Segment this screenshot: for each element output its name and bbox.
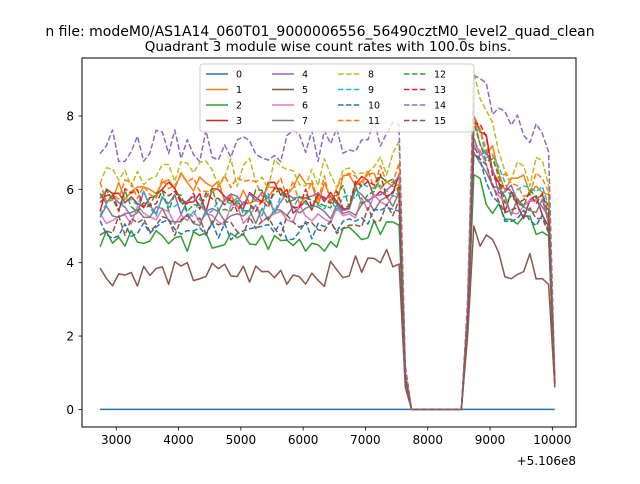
series-line-7 [99,151,556,411]
x-tick-label: 7000 [350,433,381,447]
axes-frame [81,57,577,428]
x-tick-label: 8000 [412,433,443,447]
legend-label-8: 8 [368,70,374,81]
series-line-10 [99,151,556,411]
y-tick-label: 8 [66,109,74,123]
x-tick-label: 5000 [226,433,257,447]
legend-label-13: 13 [434,85,446,96]
y-tick-label: 6 [66,183,74,197]
y-tick-label: 0 [66,403,74,417]
series-line-2 [99,173,556,411]
legend-label-0: 0 [236,70,242,81]
series-line-15 [99,144,556,411]
series-line-9 [99,128,556,411]
legend-label-14: 14 [434,101,446,112]
legend-label-2: 2 [236,101,242,112]
legend-label-1: 1 [236,85,242,96]
x-tick-label: 9000 [475,433,506,447]
chart-title: Quadrant 3 module wise count rates with … [145,39,511,55]
legend-label-5: 5 [302,85,308,96]
series-layer [99,71,556,411]
series-line-14 [99,74,556,411]
x-tick-label: 6000 [288,433,319,447]
legend-label-6: 6 [302,101,308,112]
legend-label-7: 7 [302,116,308,127]
legend-label-4: 4 [302,70,308,81]
series-line-5 [99,225,556,411]
series-line-6 [99,144,556,411]
y-tick-label: 4 [66,256,74,270]
x-tick-label: 3000 [101,433,132,447]
legend-label-3: 3 [236,116,242,127]
figure-suptitle: n file: modeM0/AS1A14_060T01_9000006556_… [45,24,594,40]
legend-label-9: 9 [368,85,374,96]
ticks-layer: 3000 4000 5000 6000 7000 8000 9000 10000 0 2 4 6 8 [66,109,571,447]
legend-label-12: 12 [434,70,446,81]
x-tick-label: 4000 [163,433,194,447]
x-offset-text: +5.106e8 [517,454,576,468]
series-line-4 [99,137,556,411]
series-line-8 [99,71,556,411]
x-tick-label: 10000 [533,433,571,447]
series-line-13 [99,122,556,411]
legend-label-10: 10 [368,101,380,112]
series-line-11 [99,115,556,411]
legend-frame [199,63,475,133]
y-tick-label: 2 [66,330,74,344]
legend-label-15: 15 [434,116,446,127]
legend-label-11: 11 [368,116,380,127]
